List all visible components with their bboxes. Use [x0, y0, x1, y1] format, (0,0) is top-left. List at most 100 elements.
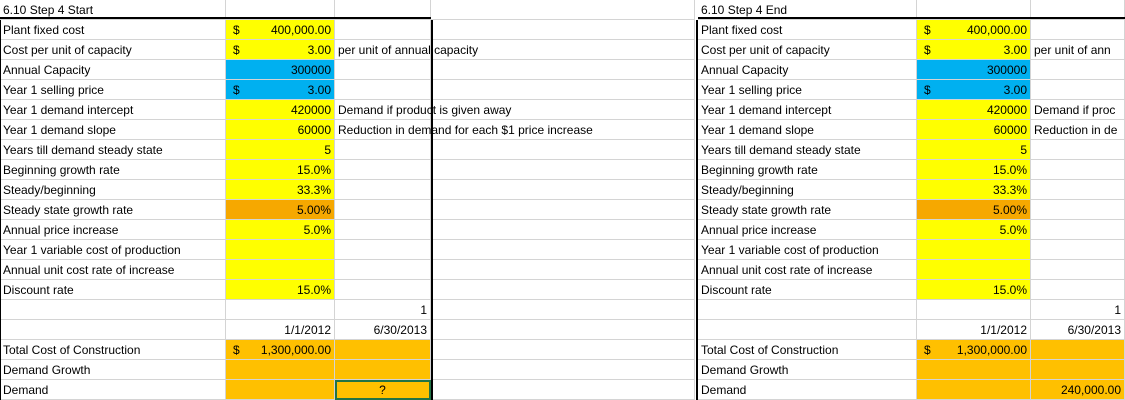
cell-empty[interactable] — [431, 100, 695, 120]
cell-empty[interactable] — [431, 180, 695, 200]
param-note[interactable] — [1031, 260, 1125, 280]
param-value-cell[interactable]: 420000 — [226, 100, 335, 120]
cell-empty[interactable] — [226, 380, 335, 400]
date-start[interactable]: 1/1/2012 — [226, 320, 335, 340]
param-value-cell[interactable]: 5.00% — [226, 200, 335, 220]
cell-empty[interactable] — [226, 360, 335, 380]
param-note[interactable]: Reduction in demand for each $1 price in… — [335, 120, 593, 140]
cell-empty[interactable] — [917, 0, 1031, 20]
cell-empty[interactable] — [431, 200, 695, 220]
cell-empty[interactable] — [431, 280, 695, 300]
param-note[interactable] — [1031, 160, 1125, 180]
param-note[interactable]: per unit of ann — [1031, 40, 1125, 60]
param-note[interactable] — [1031, 80, 1125, 100]
param-value-cell[interactable]: 5.0% — [917, 220, 1031, 240]
param-value-cell[interactable]: 420000 — [917, 100, 1031, 120]
param-note[interactable] — [335, 240, 431, 260]
cell-empty[interactable] — [431, 60, 695, 80]
cell-empty[interactable] — [0, 300, 226, 320]
cell-empty[interactable] — [431, 240, 695, 260]
cell-empty[interactable] — [431, 160, 695, 180]
index-value[interactable]: 1 — [1031, 300, 1125, 320]
cell-empty[interactable] — [431, 260, 695, 280]
param-value-cell[interactable]: $3.00 — [226, 40, 335, 60]
param-value-cell[interactable]: 15.0% — [917, 280, 1031, 300]
cell-empty[interactable] — [335, 0, 431, 20]
cell-empty[interactable] — [0, 320, 226, 340]
param-note[interactable] — [1031, 220, 1125, 240]
cell-empty[interactable] — [226, 0, 335, 20]
param-note[interactable] — [1031, 60, 1125, 80]
param-value-cell[interactable] — [917, 240, 1031, 260]
date-start[interactable]: 1/1/2012 — [917, 320, 1031, 340]
param-value-cell[interactable]: 15.0% — [226, 160, 335, 180]
cell-empty[interactable] — [431, 320, 695, 340]
param-value-cell[interactable]: 60000 — [226, 120, 335, 140]
demand-value-cell[interactable]: 240,000.00 — [1031, 380, 1125, 400]
cell-empty[interactable] — [431, 0, 695, 20]
date-end[interactable]: 6/30/2013 — [1031, 320, 1125, 340]
cell-empty[interactable] — [431, 120, 695, 140]
param-value-cell[interactable]: 33.3% — [226, 180, 335, 200]
param-value-cell[interactable]: $3.00 — [226, 80, 335, 100]
param-note[interactable] — [1031, 140, 1125, 160]
param-note[interactable] — [335, 220, 431, 240]
param-value-cell[interactable]: 5 — [917, 140, 1031, 160]
param-value-cell[interactable]: 5 — [226, 140, 335, 160]
param-note[interactable] — [1031, 20, 1125, 40]
selected-cell-outline[interactable] — [335, 380, 431, 400]
param-note[interactable] — [1031, 180, 1125, 200]
cell-empty[interactable] — [226, 300, 335, 320]
construction-value-cell[interactable]: $1,300,000.00 — [917, 340, 1031, 360]
param-note[interactable] — [335, 160, 431, 180]
cell-empty[interactable] — [431, 340, 695, 360]
param-note[interactable] — [335, 200, 431, 220]
param-note[interactable] — [1031, 200, 1125, 220]
param-value-cell[interactable] — [226, 260, 335, 280]
param-note[interactable] — [1031, 280, 1125, 300]
param-note[interactable] — [335, 140, 431, 160]
param-note[interactable]: Demand if proc — [1031, 100, 1125, 120]
param-value-cell[interactable]: 300000 — [226, 60, 335, 80]
param-value-cell[interactable]: 15.0% — [917, 160, 1031, 180]
param-value-cell[interactable] — [226, 240, 335, 260]
cell-empty[interactable] — [917, 380, 1031, 400]
param-value-cell[interactable]: 5.0% — [226, 220, 335, 240]
param-value-cell[interactable]: $3.00 — [917, 80, 1031, 100]
cell-empty[interactable] — [431, 380, 695, 400]
cell-empty[interactable] — [1031, 360, 1125, 380]
param-value-cell[interactable]: $400,000.00 — [917, 20, 1031, 40]
cell-empty[interactable] — [917, 360, 1031, 380]
cell-empty[interactable] — [431, 40, 695, 60]
cell-empty[interactable] — [431, 140, 695, 160]
param-note[interactable] — [335, 80, 431, 100]
cell-empty[interactable] — [917, 300, 1031, 320]
param-note[interactable] — [335, 280, 431, 300]
param-value-cell[interactable]: $3.00 — [917, 40, 1031, 60]
param-value-cell[interactable]: 15.0% — [226, 280, 335, 300]
date-end[interactable]: 6/30/2013 — [335, 320, 431, 340]
param-value-cell[interactable]: $400,000.00 — [226, 20, 335, 40]
param-note[interactable]: Demand if product is given away — [335, 100, 511, 120]
param-note[interactable]: per unit of annual capacity — [335, 40, 478, 60]
construction-value-cell[interactable]: $1,300,000.00 — [226, 340, 335, 360]
param-note[interactable]: Reduction in de — [1031, 120, 1125, 140]
cell-empty[interactable] — [431, 360, 695, 380]
cell-empty[interactable] — [698, 320, 917, 340]
param-value-cell[interactable] — [917, 260, 1031, 280]
param-value-cell[interactable]: 60000 — [917, 120, 1031, 140]
cell-empty[interactable] — [698, 300, 917, 320]
param-note[interactable] — [1031, 240, 1125, 260]
cell-empty[interactable] — [431, 20, 695, 40]
param-note[interactable] — [335, 60, 431, 80]
param-value-cell[interactable]: 33.3% — [917, 180, 1031, 200]
cell-empty[interactable] — [335, 340, 431, 360]
param-note[interactable] — [335, 180, 431, 200]
cell-empty[interactable] — [431, 300, 695, 320]
index-value[interactable]: 1 — [335, 300, 431, 320]
cell-empty[interactable] — [1031, 340, 1125, 360]
param-note[interactable] — [335, 20, 431, 40]
param-note[interactable] — [335, 260, 431, 280]
param-value-cell[interactable]: 5.00% — [917, 200, 1031, 220]
